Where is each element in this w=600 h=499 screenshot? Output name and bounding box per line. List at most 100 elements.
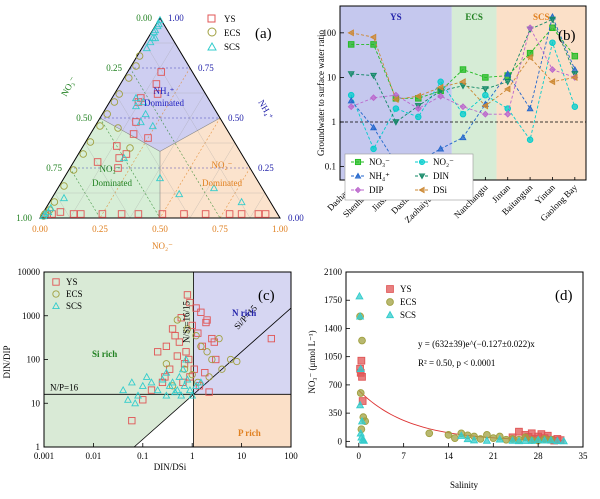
data-point-scs — [147, 378, 156, 386]
data-point — [369, 123, 378, 131]
data-point — [548, 16, 557, 24]
data-point-ys — [173, 352, 181, 360]
data-point — [504, 79, 512, 86]
legend-a: YS ECS SCS — [207, 14, 241, 52]
data-point-ys — [515, 427, 523, 436]
data-point — [459, 133, 467, 141]
data-point-ys — [122, 150, 131, 158]
data-point-ecs — [356, 389, 365, 397]
data-point — [369, 72, 378, 80]
data-point-ys — [162, 342, 171, 350]
data-point — [347, 97, 355, 104]
data-point — [347, 41, 355, 48]
x-tick-label: 35 — [579, 451, 589, 461]
legend-marker — [418, 158, 426, 166]
tick-label-nh4: 0.00 — [288, 213, 304, 223]
ternary-triangle — [39, 17, 281, 219]
data-point-scs — [148, 121, 157, 130]
legend-marker — [418, 186, 425, 194]
data-point — [392, 119, 400, 126]
data-point-ecs — [173, 316, 181, 324]
data-point — [548, 78, 556, 86]
region-label-no3-dominated: Dominated — [92, 178, 132, 188]
data-point — [459, 110, 467, 118]
data-point-ecs — [86, 138, 95, 146]
data-point-ecs — [114, 124, 122, 132]
legend-label-ecs: ECS — [224, 28, 241, 38]
legend-label-ys: YS — [400, 284, 412, 294]
data-point — [436, 83, 444, 91]
legend-label: DIN — [433, 171, 449, 181]
region-label-scs: SCS — [533, 12, 550, 22]
axis-label-no2: NO₂⁻ — [152, 241, 173, 251]
data-point-ys — [177, 314, 185, 322]
data-point — [347, 29, 354, 37]
data-point — [526, 24, 534, 32]
y-tick-label: 10 — [327, 72, 337, 82]
data-point-ys — [69, 210, 78, 218]
data-point-scs — [139, 97, 148, 106]
data-point-ecs — [215, 334, 223, 343]
data-point-scs — [495, 435, 504, 443]
data-point-scs — [178, 365, 187, 373]
data-point-scs — [527, 436, 536, 444]
data-point-scs — [39, 211, 48, 220]
data-point — [347, 71, 355, 78]
data-point-ys — [183, 291, 192, 299]
tick-label-nh4: 0.25 — [258, 163, 274, 173]
data-point-ecs — [188, 371, 196, 379]
plot-frame-d — [345, 271, 584, 448]
data-point — [437, 92, 445, 100]
y-axis-label-d: NO₃⁻ (μmol L⁻¹) — [307, 330, 317, 393]
tick-label-no3: 1.00 — [16, 213, 32, 223]
legend-marker-scs — [52, 301, 60, 310]
data-point-scs — [355, 400, 365, 409]
data-point-ecs — [183, 325, 192, 333]
data-point-ys — [144, 134, 152, 142]
data-point-scs — [355, 291, 364, 300]
data-point-ecs — [125, 74, 133, 82]
data-point-scs — [131, 399, 140, 407]
data-point — [369, 33, 377, 41]
panel-label-a: (a) — [255, 26, 272, 42]
data-point-scs — [175, 189, 184, 198]
data-point — [347, 103, 355, 111]
data-point-scs — [134, 391, 142, 399]
data-point-ys — [180, 210, 188, 218]
data-point — [571, 103, 579, 110]
data-point-ys — [185, 355, 193, 364]
x-tick-label: 100 — [284, 451, 298, 461]
data-point-ys — [180, 360, 189, 368]
data-point — [414, 92, 421, 100]
data-point — [370, 94, 377, 102]
data-point-scs — [162, 368, 171, 376]
data-point-ys — [158, 210, 167, 218]
data-point-ys — [192, 304, 200, 312]
data-point — [481, 110, 489, 118]
tick-label-no2: 0.25 — [92, 224, 108, 234]
data-point — [549, 39, 556, 46]
data-point-scs — [146, 37, 155, 46]
legend-label-scs: SCS — [66, 301, 82, 311]
region-divider — [159, 117, 221, 152]
region-p-rich — [193, 394, 291, 447]
gridline-no2 — [159, 117, 221, 219]
data-point-scs — [149, 27, 159, 36]
legend-label-ecs: ECS — [400, 297, 417, 307]
data-point — [549, 24, 556, 32]
x-tick-label: 0.01 — [86, 451, 102, 461]
data-point-scs — [127, 378, 136, 386]
legend-marker — [354, 172, 362, 179]
x-tick-label: 0.001 — [34, 451, 54, 461]
data-point-ys — [134, 210, 143, 218]
tick-label-no3: 0.75 — [46, 163, 62, 173]
data-point-scs — [141, 109, 150, 118]
data-point-ecs — [451, 434, 459, 442]
legend-marker-ecs — [207, 27, 217, 37]
data-point-ys — [212, 355, 220, 364]
series-line — [350, 41, 576, 150]
data-point-scs — [546, 435, 556, 444]
data-point-ys — [129, 130, 138, 138]
data-point-ys — [56, 208, 65, 216]
data-point-scs — [196, 378, 205, 386]
